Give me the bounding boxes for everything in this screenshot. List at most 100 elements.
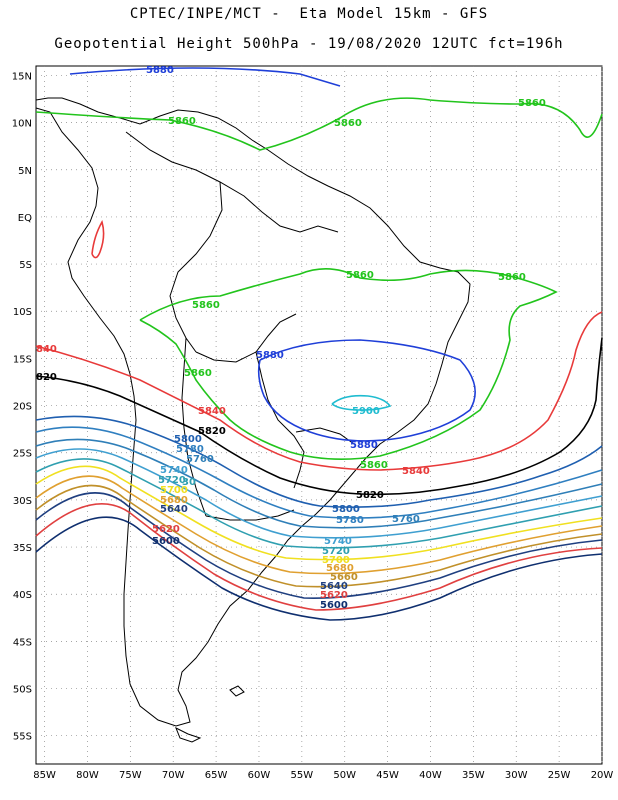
contour-5820 xyxy=(35,337,603,496)
lon-tick-label: 55W xyxy=(291,770,314,781)
contour-5780 xyxy=(35,426,603,519)
label-5760-a: 5760 xyxy=(186,454,214,465)
tierra-del-fuego xyxy=(175,726,202,743)
contour-small-red xyxy=(91,219,105,259)
label-5700-a: 5700 xyxy=(160,485,188,496)
contour-5880-mid xyxy=(257,339,476,442)
label-5880-north: 5880 xyxy=(146,65,174,76)
label-5600-a: 5600 xyxy=(152,536,180,547)
lat-tick-label: 20S xyxy=(13,402,32,413)
label-5740-a: 5740 xyxy=(160,465,188,476)
label-30: 30 xyxy=(182,477,196,488)
lat-tick-label: 10N xyxy=(12,119,32,130)
lat-tick-label: 15S xyxy=(13,354,32,365)
contour-5700 xyxy=(35,465,603,561)
map-title: CPTEC/INPE/MCT - Eta Model 15km - GFS xyxy=(129,6,489,22)
lat-tick-label: 5N xyxy=(18,166,32,177)
label-5860-a: 5860 xyxy=(168,116,196,127)
lon-tick-label: 30W xyxy=(505,770,528,781)
label-5900: 5900 xyxy=(352,406,380,417)
label-5680-b: 5680 xyxy=(326,563,354,574)
contour-5860-north xyxy=(35,97,603,151)
label-5820-a: 5820 xyxy=(198,426,226,437)
lon-tick-label: 60W xyxy=(248,770,271,781)
contour-lines xyxy=(35,67,603,621)
lat-tick-label: EQ xyxy=(18,213,32,224)
contour-5880-north xyxy=(69,67,341,87)
lat-tick-label: 30S xyxy=(13,496,32,507)
coastlines xyxy=(35,97,471,743)
lon-tick-label: 70W xyxy=(162,770,185,781)
label-840-west: 840 xyxy=(36,344,57,355)
graticule xyxy=(36,66,603,764)
lat-tick-label: 25S xyxy=(13,449,32,460)
label-5800-a: 5800 xyxy=(174,434,202,445)
label-5640-a: 5640 xyxy=(160,504,188,515)
south-america-coast xyxy=(35,97,471,727)
label-5880-low: 5880 xyxy=(350,440,378,451)
label-5860-c: 5860 xyxy=(518,98,546,109)
lat-tick-label: 40S xyxy=(13,590,32,601)
lon-tick-label: 35W xyxy=(462,770,485,781)
label-5720-a: 5720 xyxy=(158,475,186,486)
label-5860-b: 5860 xyxy=(334,118,362,129)
label-5780-b: 5780 xyxy=(336,515,364,526)
lat-tick-label: 55S xyxy=(13,732,32,743)
contour-5800 xyxy=(35,415,603,508)
map-subtitle: Geopotential Height 500hPa - 19/08/2020 … xyxy=(54,36,564,52)
lon-tick-label: 40W xyxy=(419,770,442,781)
lat-tick-label: 15N xyxy=(12,71,32,82)
lon-tick-label: 20W xyxy=(591,770,614,781)
label-5860-h: 5860 xyxy=(360,460,388,471)
label-5680-a: 5680 xyxy=(160,495,188,506)
map-frame xyxy=(35,65,603,765)
lon-tick-label: 80W xyxy=(76,770,99,781)
contour-5660 xyxy=(35,484,603,588)
lon-tick-label: 45W xyxy=(376,770,399,781)
contour-labels: 5880 5860 5860 5860 5860 5860 5860 5860 … xyxy=(36,65,546,611)
contour-5740 xyxy=(35,448,603,539)
label-820-west: 820 xyxy=(36,372,57,383)
label-5880-mid: 5880 xyxy=(256,350,284,361)
label-5640-b: 5640 xyxy=(320,581,348,592)
lat-tick-label: 35S xyxy=(13,543,32,554)
label-5800-b: 5800 xyxy=(332,504,360,515)
lat-tick-label: 50S xyxy=(13,685,32,696)
lon-tick-label: 75W xyxy=(119,770,142,781)
contour-5720 xyxy=(35,458,603,549)
label-5860-d: 5860 xyxy=(346,270,374,281)
contour-5680 xyxy=(35,475,603,575)
label-5780-a: 5780 xyxy=(176,444,204,455)
label-5660: 5660 xyxy=(330,572,358,583)
lon-tick-label: 85W xyxy=(33,770,56,781)
lon-tick-label: 25W xyxy=(548,770,571,781)
label-5620-b: 5620 xyxy=(320,590,348,601)
contour-5900 xyxy=(331,394,392,411)
contour-5640 xyxy=(35,492,603,599)
lat-tick-label: 10S xyxy=(13,307,32,318)
label-5760-b: 5760 xyxy=(392,514,420,525)
label-5700-b: 5700 xyxy=(322,555,350,566)
country-borders xyxy=(125,131,355,521)
label-5840-b: 5840 xyxy=(402,466,430,477)
lat-tick-label: 45S xyxy=(13,637,32,648)
contour-5860-mid xyxy=(139,268,558,460)
label-5600-b: 5600 xyxy=(320,600,348,611)
falkland-islands xyxy=(229,685,245,697)
contour-5620 xyxy=(35,503,603,611)
label-5840-a: 5840 xyxy=(198,406,226,417)
label-5820-b: 5820 xyxy=(356,490,384,501)
contour-5600 xyxy=(35,516,603,621)
label-5740-b: 5740 xyxy=(324,536,352,547)
axis-labels: 85W 80W 75W 70W 65W 60W 55W 50W 45W 40W 35W 30W 25W 2… xyxy=(12,71,614,781)
contour-5840 xyxy=(35,311,603,471)
label-5720-b: 5720 xyxy=(322,546,350,557)
lon-tick-label: 50W xyxy=(333,770,356,781)
contour-5760 xyxy=(35,438,603,529)
label-5860-f: 5860 xyxy=(192,300,220,311)
label-5860-e: 5860 xyxy=(498,272,526,283)
label-5620-a: 5620 xyxy=(152,524,180,535)
lon-tick-label: 65W xyxy=(205,770,228,781)
label-5860-g: 5860 xyxy=(184,368,212,379)
